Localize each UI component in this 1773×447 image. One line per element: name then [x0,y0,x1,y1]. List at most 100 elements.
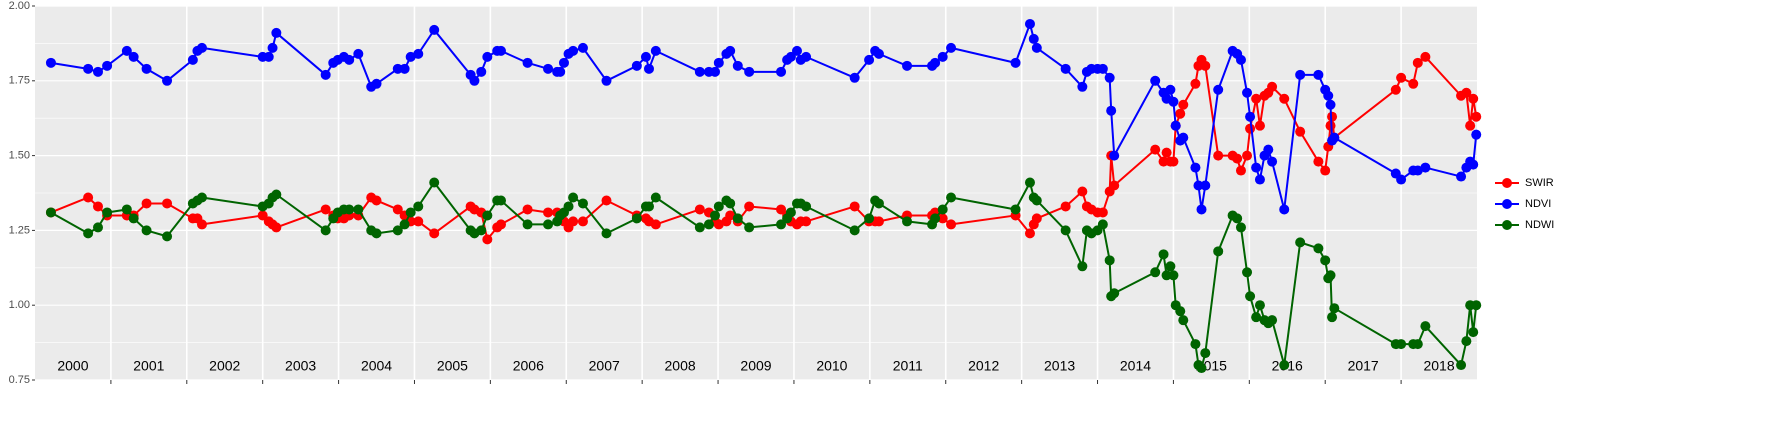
year-label: 2010 [816,358,847,374]
data-point [267,42,278,53]
data-point [640,51,651,62]
data-point [429,177,440,188]
data-point [601,195,612,206]
data-point [1279,204,1290,215]
data-point [1254,120,1265,131]
data-point [1077,186,1088,197]
data-point [694,204,705,215]
year-label: 2018 [1423,358,1454,374]
data-point [1408,78,1419,89]
data-point [1178,315,1189,326]
data-point [1327,111,1338,122]
year-label: 2007 [589,358,620,374]
year-label: 2004 [361,358,392,374]
data-point [102,60,113,71]
data-point [1471,111,1482,122]
data-point [141,225,152,236]
data-point [1412,57,1423,68]
data-point [1213,84,1224,95]
data-point [1461,87,1472,98]
data-point [785,207,796,218]
data-point [543,63,554,74]
data-point [1010,204,1021,215]
data-point [558,57,569,68]
data-point [744,66,755,77]
data-point [1468,93,1479,104]
data-point [801,51,812,62]
data-point [320,225,331,236]
data-point [1193,180,1204,191]
data-point [1412,165,1423,176]
data-point [1245,111,1256,122]
data-point [744,201,755,212]
legend-key-point [1502,220,1512,230]
legend-key-point [1502,178,1512,188]
data-point [1267,315,1278,326]
data-point [1465,120,1476,131]
legend-label: NDVI [1525,198,1551,210]
data-point [162,198,173,209]
data-point [1295,69,1306,80]
data-point [522,57,533,68]
data-point [495,219,506,230]
data-point [725,210,736,221]
data-point [791,45,802,56]
data-point [1254,300,1265,311]
data-point [1097,207,1108,218]
data-point [1168,270,1179,281]
data-point [1150,144,1161,155]
series [45,18,1482,215]
data-point [946,192,957,203]
data-point [1295,126,1306,137]
data-point [1168,156,1179,167]
data-point [263,51,274,62]
data-point [162,231,173,242]
data-point [1109,288,1120,299]
data-point [1060,63,1071,74]
data-point [601,75,612,86]
data-point [1060,225,1071,236]
data-point [1242,150,1253,161]
data-point [801,216,812,227]
data-point [45,207,56,218]
data-point [1028,33,1039,44]
data-point [577,198,588,209]
y-tick-label: 0.75 [9,374,30,386]
series-line [50,22,1478,211]
data-point [946,219,957,230]
data-point [405,207,416,218]
data-point [1251,93,1262,104]
data-point [650,45,661,56]
data-point [1329,303,1340,314]
series-line [50,181,1478,370]
data-point [1320,165,1331,176]
data-point [92,201,103,212]
data-point [713,201,724,212]
data-point [1232,153,1243,164]
data-point [1267,81,1278,92]
data-point [1420,321,1431,332]
data-point [930,213,941,224]
data-point [1031,42,1042,53]
data-point [482,210,493,221]
data-point [1060,201,1071,212]
data-point [482,51,493,62]
data-point [1468,159,1479,170]
data-point [725,198,736,209]
year-label: 2008 [665,358,696,374]
data-point [1329,132,1340,143]
data-point [1031,213,1042,224]
data-point [1165,84,1176,95]
data-point [1175,108,1186,119]
data-point [849,72,860,83]
year-label: 2017 [1348,358,1379,374]
data-point [1323,90,1334,101]
data-point [1471,129,1482,140]
data-point [563,201,574,212]
data-point [1161,147,1172,158]
data-point [1245,123,1256,134]
data-point [399,63,410,74]
data-point [162,75,173,86]
y-tick-label: 1.25 [9,224,30,236]
